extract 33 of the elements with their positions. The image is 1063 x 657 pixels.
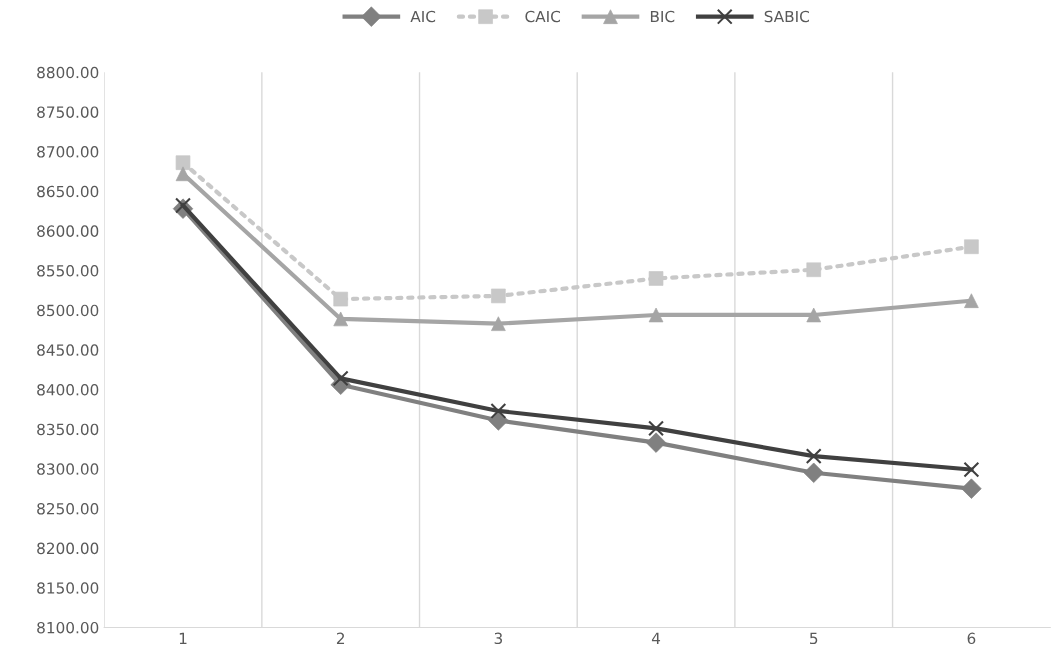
y-tick-label: 8800.00 bbox=[37, 66, 99, 79]
y-tick-label: 8300.00 bbox=[37, 463, 99, 475]
legend-label: BIC bbox=[650, 10, 675, 23]
legend-label: AIC bbox=[410, 10, 436, 23]
point bbox=[491, 316, 506, 331]
y-tick-label: 8250.00 bbox=[37, 502, 99, 515]
y-tick-label: 8600.00 bbox=[37, 225, 99, 237]
x-tick-label: 6 bbox=[967, 632, 976, 645]
y-tick-label: 8500.00 bbox=[37, 304, 99, 317]
legend-label: CAIC bbox=[525, 10, 561, 23]
y-tick-label: 8400.00 bbox=[37, 383, 99, 396]
y-tick-label: 8550.00 bbox=[37, 265, 99, 277]
y-tick-label: 8200.00 bbox=[37, 542, 99, 555]
y-tick-label: 8650.00 bbox=[37, 185, 99, 198]
x-tick-label: 1 bbox=[179, 632, 187, 644]
x-tick-label: 4 bbox=[651, 632, 661, 644]
point bbox=[490, 402, 507, 419]
point bbox=[806, 262, 822, 278]
x-tick-label: 3 bbox=[494, 632, 503, 645]
y-tick-label: 8100.00 bbox=[37, 621, 99, 634]
point bbox=[645, 432, 667, 453]
point bbox=[648, 420, 665, 437]
point bbox=[963, 461, 980, 478]
y-tick-label: 8450.00 bbox=[37, 344, 99, 356]
y-tick-label: 8700.00 bbox=[37, 146, 99, 158]
y-tick-label: 8750.00 bbox=[37, 106, 99, 118]
x-tick-label: 2 bbox=[336, 632, 345, 644]
y-tick-label: 8350.00 bbox=[37, 423, 99, 436]
x-tick-label: 5 bbox=[810, 632, 818, 645]
y-tick-label: 8150.00 bbox=[37, 582, 99, 594]
legend-label: SABIC bbox=[764, 10, 809, 23]
point bbox=[805, 448, 822, 465]
point bbox=[491, 288, 506, 304]
